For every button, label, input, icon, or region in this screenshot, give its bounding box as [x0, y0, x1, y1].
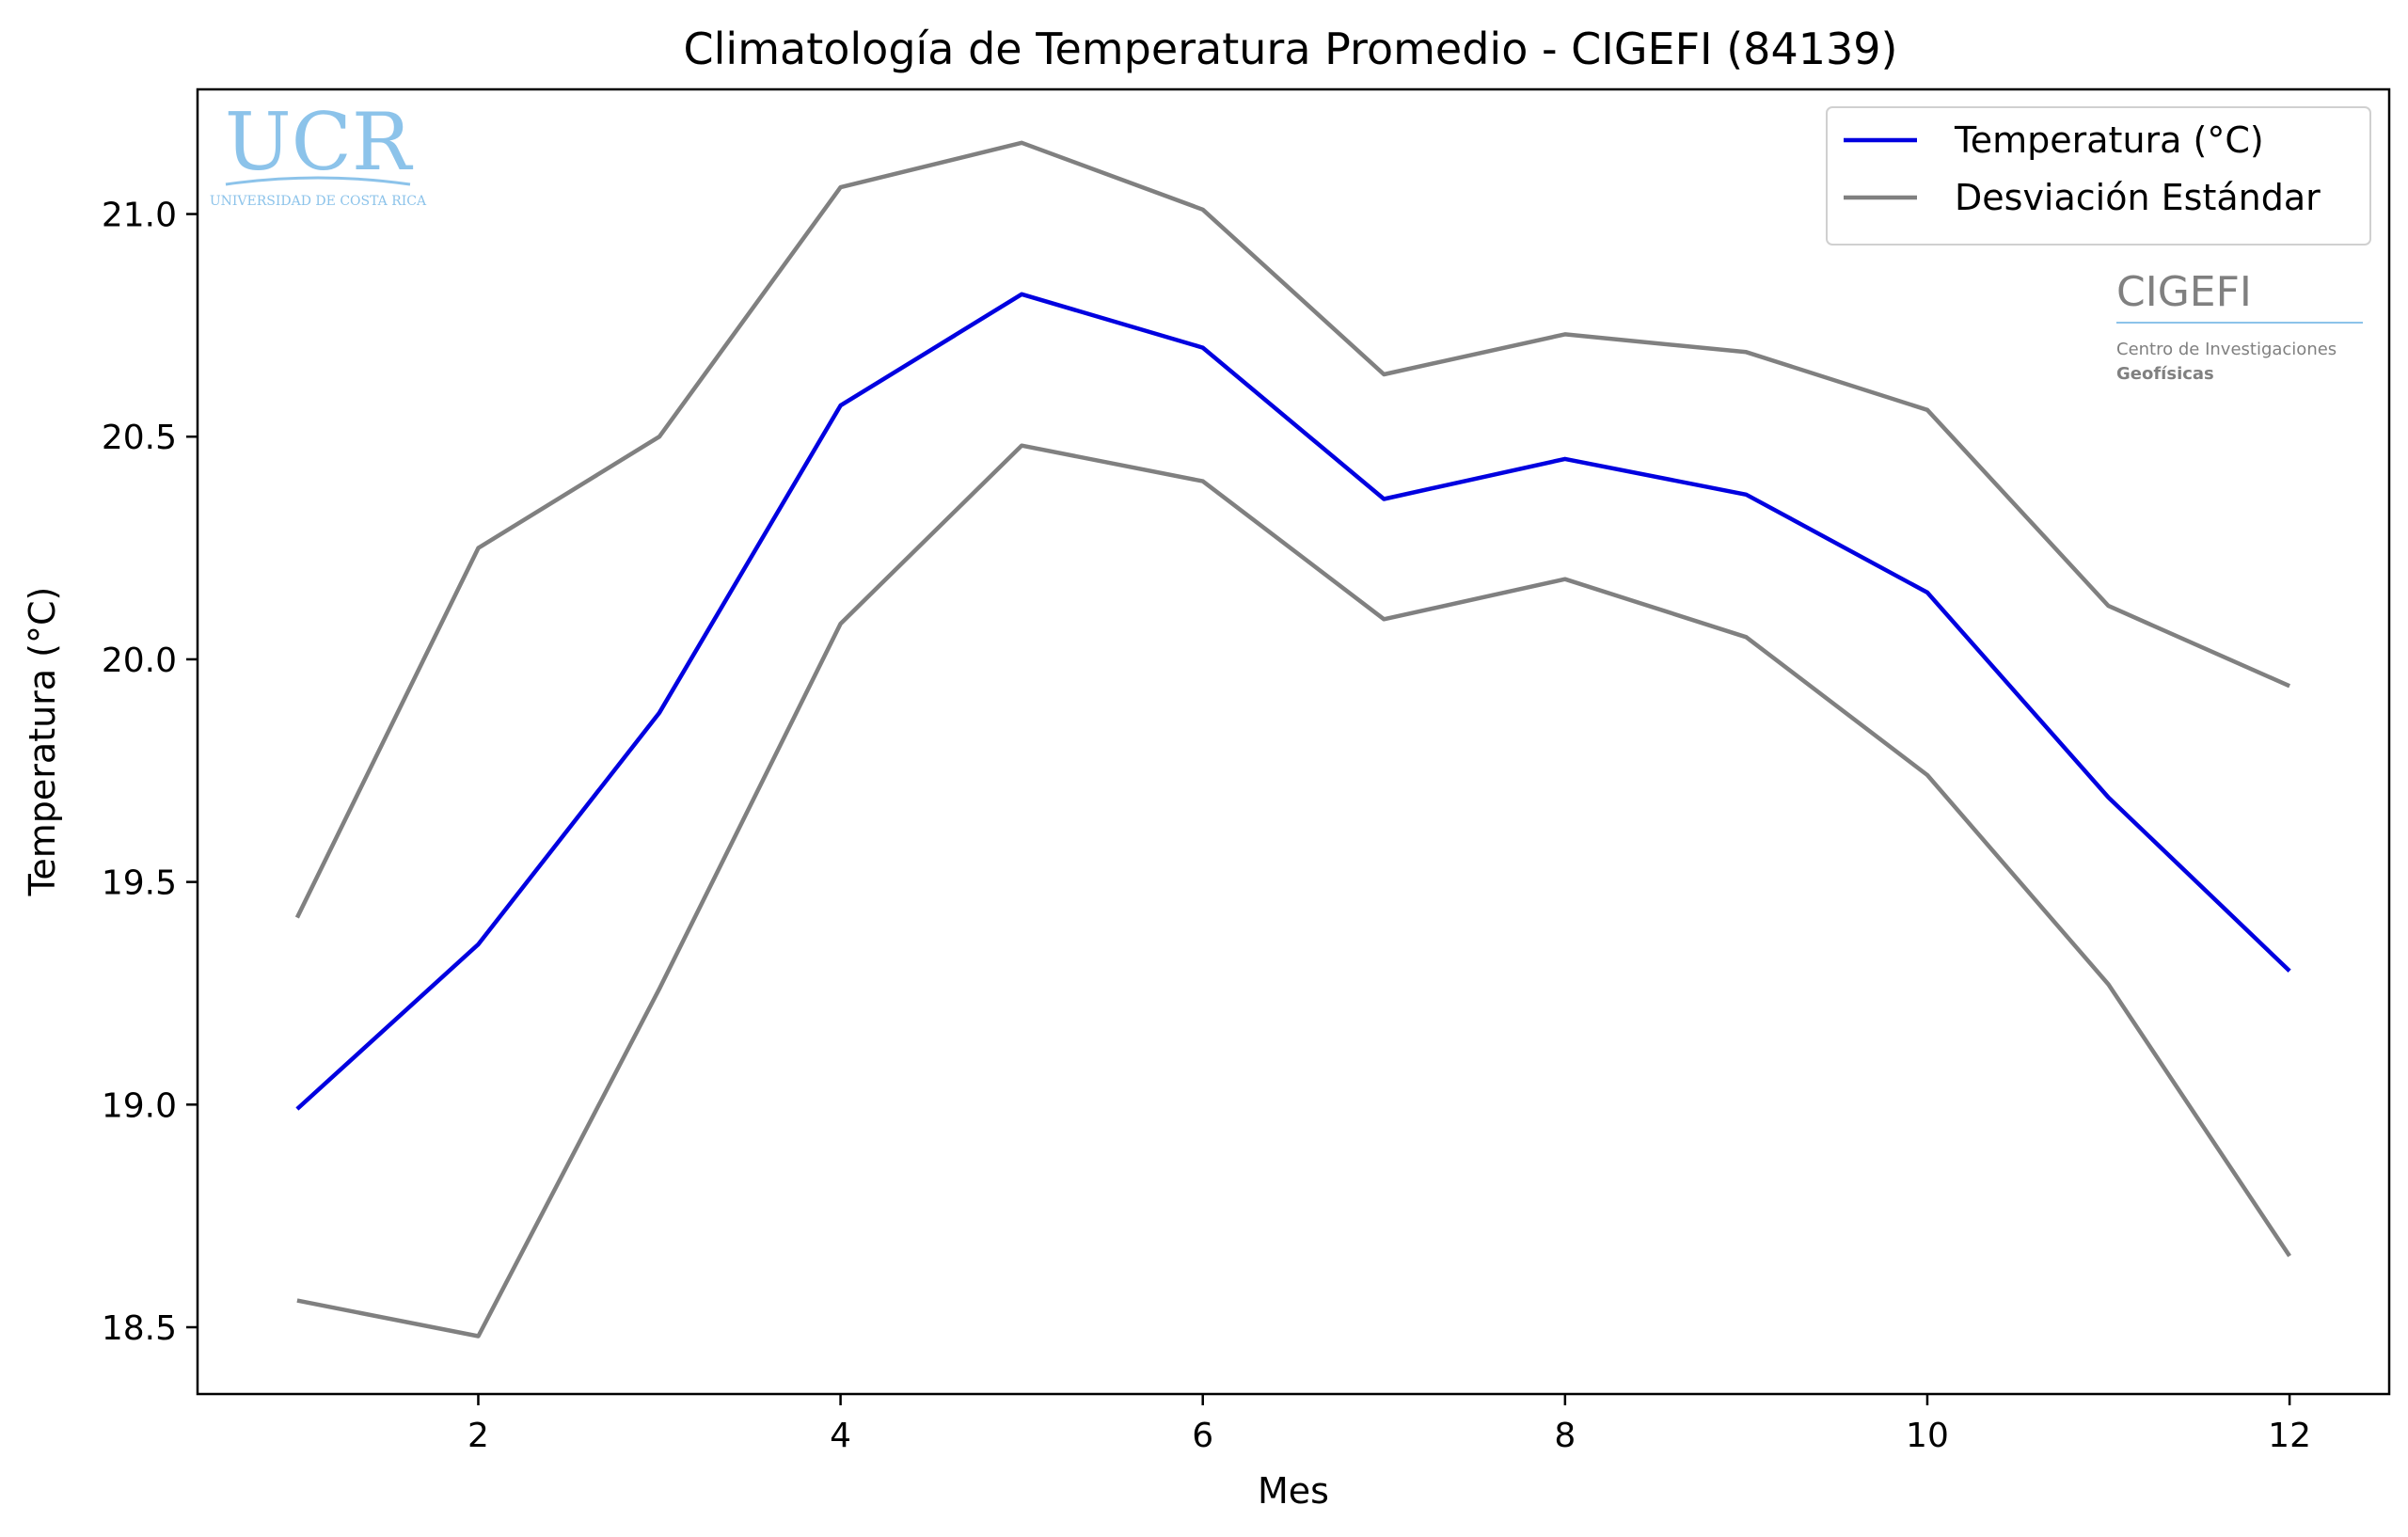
series-line-0	[295, 292, 2291, 1111]
ucr-logo-swoosh	[225, 176, 411, 186]
cigefi-logo-mark: CIGEFI	[2116, 268, 2252, 316]
ucr-logo-caption: UNIVERSIDAD DE COSTA RICA	[210, 194, 427, 209]
ucr-logo-mark: UCR	[225, 96, 414, 188]
series-layer	[294, 140, 2291, 1339]
x-tick-label: 4	[830, 1417, 851, 1455]
series-line-1	[294, 140, 2291, 919]
legend-label: Temperatura (°C)	[1954, 119, 2264, 161]
y-tick-label: 19.0	[102, 1086, 177, 1125]
y-tick-label: 20.5	[102, 419, 177, 457]
legend-box	[1826, 106, 2371, 246]
y-tick-label: 19.5	[102, 864, 177, 903]
ucr-logo: UCR UNIVERSIDAD DE COSTA RICA	[210, 96, 427, 209]
series-line-2	[296, 443, 2291, 1339]
y-axis-title: Temperatura (°C)	[22, 587, 63, 897]
cigefi-logo-line1: Centro de Investigaciones	[2116, 340, 2337, 359]
x-axis: 2 4 6 8 10 12	[467, 1394, 2311, 1455]
plot-frame	[196, 87, 2391, 1396]
y-axis: 18.5 19.0 19.5 20.0 20.5 21.0	[102, 197, 198, 1348]
x-axis-title: Mes	[1258, 1470, 1329, 1512]
x-tick-label: 10	[1906, 1417, 1949, 1455]
y-tick-label: 18.5	[102, 1309, 177, 1348]
x-tick-label: 6	[1192, 1417, 1213, 1455]
x-tick-label: 12	[2268, 1417, 2311, 1455]
legend: Temperatura (°C) Desviación Estándar	[1826, 106, 2371, 246]
legend-label: Desviación Estándar	[1955, 177, 2321, 218]
x-tick-label: 2	[467, 1417, 489, 1455]
y-tick-label: 20.0	[102, 642, 177, 680]
x-tick-label: 8	[1554, 1417, 1576, 1455]
cigefi-logo-line2: Geofísicas	[2116, 364, 2214, 384]
cigefi-logo: CIGEFI Centro de Investigaciones Geofísi…	[2116, 268, 2363, 384]
chart-title: Climatología de Temperatura Promedio - C…	[684, 24, 1898, 74]
y-tick-label: 21.0	[102, 197, 177, 235]
